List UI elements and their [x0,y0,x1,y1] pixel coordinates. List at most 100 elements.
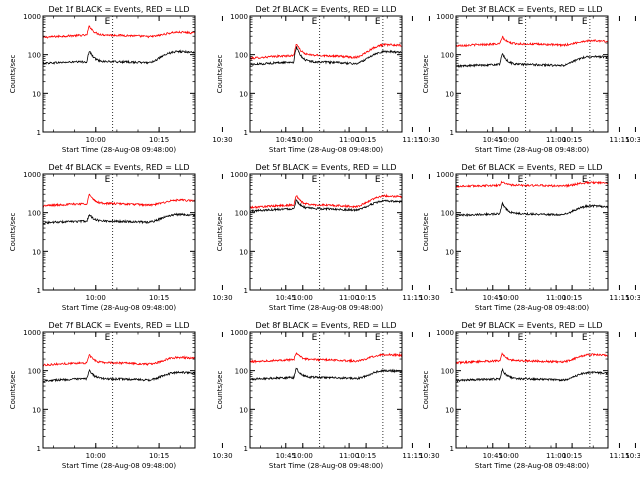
y-tick-label: 10 [239,406,248,414]
x-axis-label: Start Time (28-Aug-08 09:48:00) [269,462,383,470]
x-tick-label: 11:00 [546,452,566,460]
y-tick-label: 100 [235,210,248,218]
x-tick-label: 10:30 [625,294,640,302]
x-tick-label: 10:15 [356,294,376,302]
x-axis-label: Start Time (28-Aug-08 09:48:00) [269,304,383,312]
x-tick-label: 11:00 [339,452,359,460]
x-tick-label: 10:30 [419,452,439,460]
x-axis-label: Start Time (28-Aug-08 09:48:00) [62,462,176,470]
event-marker-label: E [105,333,111,343]
event-marker-label: E [582,17,588,27]
y-tick-label: 10 [32,406,41,414]
x-tick-label: 10:00 [293,452,313,460]
panel-title: Det 2f BLACK = Events, RED = LLD [255,5,396,14]
y-tick-label: 1 [244,445,248,453]
series-line-black [249,198,403,213]
plot-frame [249,15,403,133]
panel-det-3f: Det 3f BLACK = Events, RED = LLD Start Ti… [422,5,640,154]
series-line-red [249,352,403,364]
panel-det-5f: Det 5f BLACK = Events, RED = LLD Start Ti… [216,163,630,312]
x-axis-label: Start Time (28-Aug-08 09:48:00) [62,146,176,154]
series-line-red [455,35,609,48]
panel-det-1f: Det 1f BLACK = Events, RED = LLD Start Ti… [9,5,423,154]
event-marker-label: E [518,17,524,27]
panel-det-2f: Det 2f BLACK = Events, RED = LLD Start Ti… [216,5,630,154]
x-tick-label: 10:30 [625,136,640,144]
series-line-red [42,25,196,39]
x-tick-label: 10:15 [562,452,582,460]
x-tick-label: 10:15 [149,294,169,302]
y-tick-label: 10 [32,248,41,256]
series-line-black [455,367,609,383]
x-tick-label: 10:45 [276,452,296,460]
y-tick-label: 10 [32,90,41,98]
x-tick-label: 10:15 [149,452,169,460]
event-marker-label: E [312,333,318,343]
x-tick-label: 11:15 [609,136,629,144]
x-tick-label: 10:30 [212,452,232,460]
event-marker-label: E [312,175,318,185]
y-axis-label: Counts/sec [9,213,17,252]
y-tick-label: 1 [244,129,248,137]
y-tick-label: 1 [450,445,454,453]
x-tick-label: 11:15 [609,452,629,460]
plot-frame [455,331,609,449]
series-line-red [249,42,403,61]
y-tick-label: 1 [450,287,454,295]
x-tick-label: 10:45 [483,136,503,144]
x-tick-label: 11:00 [339,136,359,144]
plot-frame [249,331,403,449]
y-tick-label: 100 [441,368,454,376]
x-tick-label: 11:15 [402,452,422,460]
series-line-red [249,193,403,210]
x-tick-label: 10:00 [293,294,313,302]
y-tick-label: 1 [450,129,454,137]
y-tick-label: 10 [445,406,454,414]
series-line-black [249,367,402,381]
plot-frame [455,15,609,133]
x-tick-label: 10:00 [293,136,313,144]
x-tick-label: 10:00 [86,452,106,460]
x-tick-label: 11:15 [609,294,629,302]
x-tick-label: 11:00 [339,294,359,302]
series-line-black [42,49,196,65]
x-axis-label: Start Time (28-Aug-08 09:48:00) [475,462,589,470]
y-axis-label: Counts/sec [216,371,224,410]
event-marker-label: E [105,175,111,185]
y-tick-label: 1 [244,287,248,295]
y-tick-label: 1000 [436,171,454,179]
series-line-black [249,46,403,66]
y-tick-label: 100 [28,52,41,60]
series-line-black [42,212,196,225]
x-tick-label: 10:30 [625,452,640,460]
y-tick-label: 1 [37,129,41,137]
y-tick-label: 100 [28,210,41,218]
x-tick-label: 10:00 [86,136,106,144]
x-tick-label: 10:45 [483,294,503,302]
y-tick-label: 1000 [230,13,248,21]
event-marker-label: E [375,17,381,27]
y-axis-label: Counts/sec [9,371,17,410]
x-axis-label: Start Time (28-Aug-08 09:48:00) [475,304,589,312]
x-tick-label: 10:00 [499,294,519,302]
y-tick-label: 1000 [23,171,41,179]
plot-frame [42,331,196,449]
plot-frame [42,173,196,291]
y-axis-label: Counts/sec [9,55,17,94]
event-marker-label: E [375,175,381,185]
x-axis-label: Start Time (28-Aug-08 09:48:00) [62,304,176,312]
panel-title: Det 8f BLACK = Events, RED = LLD [255,321,396,330]
panel-det-7f: Det 7f BLACK = Events, RED = LLD Start Ti… [9,321,423,470]
series-line-black [455,201,609,217]
y-axis-label: Counts/sec [216,213,224,252]
y-tick-label: 100 [441,210,454,218]
x-axis-label: Start Time (28-Aug-08 09:48:00) [475,146,589,154]
x-tick-label: 10:15 [356,452,376,460]
y-tick-label: 1000 [23,329,41,337]
y-tick-label: 100 [441,52,454,60]
x-tick-label: 10:15 [356,136,376,144]
y-tick-label: 10 [445,248,454,256]
x-tick-label: 10:15 [149,136,169,144]
x-tick-label: 10:30 [212,136,232,144]
x-tick-label: 10:00 [499,136,519,144]
